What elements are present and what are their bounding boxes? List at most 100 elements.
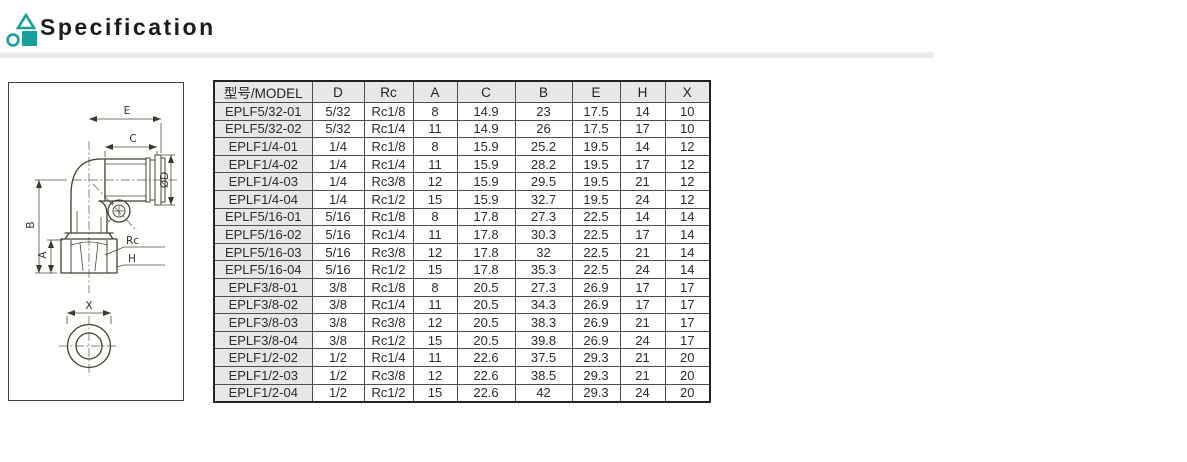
table-cell: 5/32 [311,119,365,139]
table-cell: 24 [619,383,666,403]
drawing-panel: E C ØD B A [8,82,184,401]
bottomview-inner-circle [75,332,103,360]
table-cell: 35.3 [514,260,573,279]
table-cell: EPLF1/4-02 [213,154,313,174]
table-cell: EPLF3/8-01 [213,277,313,297]
table-cell: 17 [664,277,711,297]
nut-outline [60,232,118,274]
boss-outer-circle [107,199,131,223]
column-header: E [571,80,621,103]
dim-label-Rc: Rc [126,235,139,247]
table-cell: Rc3/8 [363,172,414,191]
table-cell: EPLF1/2-03 [213,365,313,385]
table-cell: 12 [664,137,711,156]
table-cell: 1/4 [311,154,365,174]
table-cell: 8 [412,207,458,227]
table-cell: Rc1/4 [363,154,414,174]
table-cell: 22.6 [456,365,516,385]
table-cell: 8 [412,137,458,156]
table-cell: 17.8 [456,207,516,227]
table-cell: 28.2 [514,154,573,174]
table-cell: 15.9 [456,189,516,209]
table-row: EPLF1/4-03 1/4 Rc3/8 12 15.9 29.5 19.5 21 12 [213,172,711,191]
table-cell: 14 [664,207,711,227]
table-cell: 26.9 [571,295,621,315]
table-cell: Rc1/2 [363,189,414,209]
table-cell: 21 [619,348,666,367]
table-cell: 26 [514,119,573,139]
table-cell: 3/8 [311,330,365,350]
table-cell: EPLF5/16-01 [213,207,313,227]
table-cell: 30.3 [514,225,573,244]
table-cell: 15 [412,383,458,403]
table-cell: 25.2 [514,137,573,156]
page-header: Specification [0,0,1187,52]
table-cell: 17.8 [456,260,516,279]
table-cell: 8 [412,102,458,121]
table-row: EPLF3/8-02 3/8 Rc1/4 11 20.5 34.3 26.9 17 17 [213,295,711,315]
table-cell: 17.8 [456,225,516,244]
table-cell: Rc3/8 [363,365,414,385]
table-cell: 22.5 [571,242,621,262]
bottomview-outer-circle [66,323,112,369]
column-header: 型号/MODEL [213,80,313,103]
table-row: EPLF5/16-04 5/16 Rc1/2 15 17.8 35.3 22.5 24 14 [213,260,711,279]
table-cell: 12 [412,242,458,262]
table-cell: Rc1/2 [363,330,414,350]
table-cell: Rc1/4 [363,225,414,244]
table-cell: Rc1/2 [363,383,414,403]
table-cell: 27.3 [514,207,573,227]
shapes-logo-icon [6,13,37,47]
table-cell: Rc3/8 [363,242,414,262]
table-cell: 17 [619,295,666,315]
table-cell: EPLF3/8-02 [213,295,313,315]
table-cell: 38.5 [514,365,573,385]
table-cell: 14 [619,102,666,121]
elbow-outer-contour [70,158,100,234]
table-cell: 14 [664,242,711,262]
table-cell: 3/8 [311,313,365,332]
table-cell: EPLF1/2-02 [213,348,313,367]
table-row: EPLF1/4-01 1/4 Rc1/8 8 15.9 25.2 19.5 14 12 [213,137,711,156]
table-cell: 20.5 [456,277,516,297]
table-cell: 26.9 [571,277,621,297]
table-cell: 3/8 [311,295,365,315]
table-cell: 15 [412,260,458,279]
table-row: EPLF5/16-03 5/16 Rc3/8 12 17.8 32 22.5 21 14 [213,242,711,262]
table-cell: EPLF5/16-04 [213,260,313,279]
spec-table-body: EPLF5/32-01 5/32 Rc1/8 8 14.9 23 17.5 14 10 EPLF5… [213,102,711,403]
table-cell: 20 [664,383,711,403]
table-row: EPLF3/8-03 3/8 Rc3/8 12 20.5 38.3 26.9 21 17 [213,313,711,332]
table-row: EPLF1/4-04 1/4 Rc1/2 15 15.9 32.7 19.5 24 12 [213,189,711,209]
table-cell: 22.5 [571,207,621,227]
table-cell: EPLF1/4-03 [213,172,313,191]
elbow-fitting-drawing: E C ØD B A [25,105,177,376]
table-cell: 12 [412,365,458,385]
table-row: EPLF1/2-04 1/2 Rc1/2 15 22.6 42 29.3 24 20 [213,383,711,403]
table-cell: 14 [664,225,711,244]
table-row: EPLF5/32-01 5/32 Rc1/8 8 14.9 23 17.5 14 10 [213,102,711,121]
table-cell: 1/2 [311,348,365,367]
table-cell: 5/32 [311,102,365,121]
table-cell: 38.3 [514,313,573,332]
table-cell: 14 [619,207,666,227]
table-cell: 11 [412,119,458,139]
table-cell: 3/8 [311,277,365,297]
dim-label-X: X [85,300,92,312]
table-cell: 17 [619,119,666,139]
table-cell: EPLF1/4-01 [213,137,313,156]
table-cell: 12 [664,189,711,209]
table-cell: 20.5 [456,295,516,315]
table-cell: 17 [664,330,711,350]
table-cell: 11 [412,225,458,244]
dim-label-C: C [129,133,136,145]
table-cell: 1/4 [311,137,365,156]
table-cell: 32 [514,242,573,262]
table-cell: 23 [514,102,573,121]
table-cell: 42 [514,383,573,403]
table-cell: 1/2 [311,365,365,385]
table-cell: 15 [412,189,458,209]
table-row: EPLF1/4-02 1/4 Rc1/4 11 15.9 28.2 19.5 17 12 [213,154,711,174]
table-cell: 14 [664,260,711,279]
table-cell: EPLF5/32-02 [213,119,313,139]
